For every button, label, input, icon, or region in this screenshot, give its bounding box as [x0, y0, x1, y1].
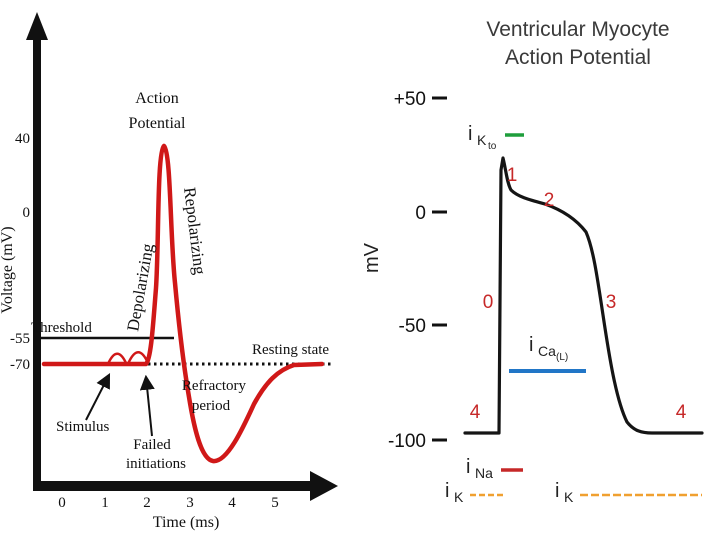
- y-axis-label: Voltage (mV): [0, 226, 16, 313]
- nerve-ap-figure: 40 0 -55 -70 Voltage (mV) 0 1 2 3 4 5 Ti…: [0, 12, 338, 531]
- failed-initiations-label-line1: Failed: [133, 437, 171, 453]
- ica-label-base: i: [529, 334, 533, 356]
- phase-1-label: 1: [507, 165, 518, 186]
- failed-initiation-bump-1: [106, 352, 128, 365]
- resting-state-label: Resting state: [252, 342, 329, 358]
- x-tick-2: 2: [143, 495, 151, 511]
- ventricular-myocyte-panel: Ventricular Myocyte Action Potential mV …: [360, 0, 720, 540]
- right-y-tick-plus50: +50: [394, 89, 426, 110]
- action-potential-curve: [41, 143, 325, 464]
- ikto-label-subsub: to: [488, 141, 497, 152]
- x-axis-line: [33, 481, 313, 491]
- ik-right-label-base: i: [555, 480, 559, 502]
- threshold-label: Threshold: [31, 320, 92, 336]
- y-tick-40: 40: [15, 131, 30, 147]
- right-y-tick-minus50: -50: [399, 316, 426, 337]
- y-tick-minus55: -55: [10, 331, 30, 347]
- failed-initiations-label-line2: initiations: [126, 456, 186, 472]
- x-tick-4: 4: [228, 495, 236, 511]
- ik-left-label-sub: K: [454, 489, 464, 505]
- x-tick-5: 5: [271, 495, 279, 511]
- x-axis-label: Time (ms): [153, 514, 220, 531]
- phase-3-label: 3: [606, 292, 617, 313]
- refractory-label-line2: period: [192, 398, 231, 414]
- action-potential-label-line1: Action: [135, 90, 179, 107]
- failed-initiations-arrow-icon: [139, 374, 155, 437]
- ik-right-label-sub: K: [564, 489, 574, 505]
- phase-2-label: 2: [544, 190, 555, 211]
- ica-label-subsub: (L): [556, 352, 568, 363]
- y-axis-line: [33, 36, 41, 486]
- action-potential-label-line2: Potential: [129, 115, 186, 132]
- stimulus-arrow-icon: [85, 372, 111, 421]
- x-tick-3: 3: [186, 495, 194, 511]
- myocyte-ap-figure: Ventricular Myocyte Action Potential mV …: [361, 18, 704, 505]
- right-y-tick-0: 0: [415, 203, 426, 224]
- right-title-line2: Action Potential: [505, 46, 651, 69]
- refractory-label-line1: Refractory: [182, 378, 247, 394]
- phase-4-right-label: 4: [676, 402, 687, 423]
- y-tick-0: 0: [23, 205, 31, 221]
- stimulus-label: Stimulus: [56, 419, 110, 435]
- y-axis-arrow-icon: [26, 12, 48, 40]
- right-y-axis-label: mV: [361, 242, 383, 273]
- ina-label-base: i: [466, 456, 470, 478]
- nerve-action-potential-panel: 40 0 -55 -70 Voltage (mV) 0 1 2 3 4 5 Ti…: [0, 12, 338, 531]
- ikto-label-sub: K: [477, 132, 487, 148]
- ica-label-sub: Ca: [538, 343, 556, 359]
- x-axis-arrow-icon: [310, 471, 338, 501]
- right-title-line1: Ventricular Myocyte: [486, 18, 669, 41]
- ina-label-sub: Na: [475, 465, 493, 481]
- ikto-label-base: i: [468, 123, 472, 145]
- x-tick-0: 0: [58, 495, 66, 511]
- phase-0-label: 0: [483, 292, 494, 313]
- right-y-tick-minus100: -100: [388, 431, 426, 452]
- repolarizing-label: Repolarizing: [180, 186, 210, 276]
- y-tick-minus70: -70: [10, 357, 30, 373]
- x-tick-1: 1: [101, 495, 109, 511]
- myocyte-ap-curve: [463, 156, 704, 435]
- phase-4-left-label: 4: [470, 402, 481, 423]
- ik-left-label-base: i: [445, 480, 449, 502]
